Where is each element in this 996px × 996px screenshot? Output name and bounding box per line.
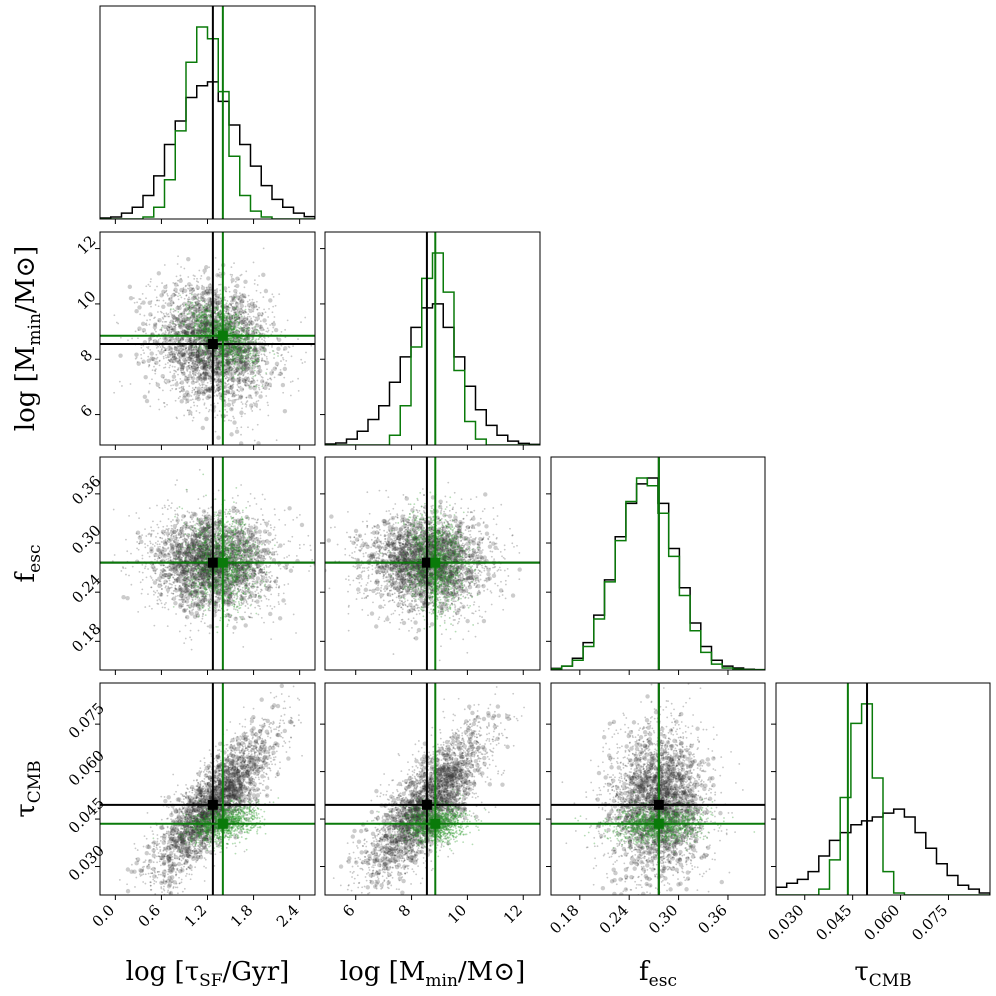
xlabel-tau_cmb: τCMB: [854, 957, 911, 991]
frame-m_min-m_min: [324, 231, 541, 446]
panel-tau_sf-f_esc: 0.18 0.24 0.30 0.36: [68, 456, 316, 675]
xtick-label-tau_cmb-3: 0.075: [908, 901, 951, 944]
ytick-label-m_min-3: 12: [73, 232, 99, 258]
hist-green-tau_sf: [100, 26, 315, 219]
truth-marker-green-f_esc-tau_cmb: [653, 818, 664, 829]
ylabel-tau_cmb: τCMB: [11, 760, 45, 817]
xtick-label-tau_sf-2: 1.2: [181, 901, 211, 931]
xtick-label-tau_cmb-0: 0.030: [764, 901, 807, 944]
panel-f_esc-f_esc: [546, 456, 766, 675]
ylabel-m_min-sub: min: [25, 313, 45, 346]
truth-marker-green-m_min-tau_cmb: [430, 818, 441, 829]
xtick-label-tau_sf-4: 2.4: [273, 901, 303, 931]
frame-f_esc-tau_cmb: [550, 682, 766, 896]
xtick-label-tau_sf-0: 0.0: [89, 901, 119, 931]
xtick-label-tau_sf-1: 0.6: [135, 901, 165, 931]
truth-marker-black-tau_sf-m_min: [207, 339, 218, 350]
xlabel-tau_sf-tail: /Gyr]: [223, 957, 290, 987]
ylabel-f_esc: fesc: [11, 545, 45, 583]
xlabel-m_min-tail: /M⊙]: [458, 957, 525, 987]
xlabel-f_esc-main: f: [639, 957, 651, 987]
xlabel-m_min: log [Mmin/M⊙]: [340, 957, 525, 991]
hist-black-tau_sf: [100, 81, 315, 219]
panel-tau_cmb-tau_cmb: 0.030 0.045 0.060 0.075: [764, 682, 991, 944]
hist-black-m_min: [325, 303, 540, 445]
xlabel-m_min-main: log [M: [340, 957, 426, 987]
hist-green-m_min: [325, 252, 540, 445]
panel-tau_sf-m_min: 6 8 10 12: [73, 231, 316, 450]
xtick-label-m_min-1: 8: [395, 901, 414, 920]
xlabel-tau_cmb-main: τ: [854, 957, 868, 987]
xtick-label-tau_cmb-1: 0.045: [812, 901, 855, 944]
xtick-label-f_esc-3: 0.36: [694, 901, 730, 937]
ytick-label-tau_cmb-1: 0.045: [65, 794, 108, 837]
frame-tau_cmb-tau_cmb: [775, 682, 991, 896]
xlabel-tau_sf-sub: SF: [199, 971, 223, 991]
xtick-label-m_min-0: 6: [339, 901, 358, 920]
panel-m_min-m_min: [320, 231, 541, 450]
xlabel-f_esc: fesc: [639, 957, 677, 991]
ytick-label-m_min-1: 8: [77, 346, 96, 365]
xlabel-f_esc-sub: esc: [649, 971, 677, 991]
panel-f_esc-tau_cmb: 0.18 0.24 0.30 0.36: [546, 682, 766, 937]
xlabel-tau_cmb-sub: CMB: [869, 971, 912, 991]
xtick-label-f_esc-0: 0.18: [546, 901, 582, 937]
frame-m_min-tau_cmb: [324, 682, 541, 896]
ylabel-f_esc-sub: esc: [25, 545, 45, 573]
truth-marker-black-f_esc-tau_cmb: [653, 799, 664, 810]
scatter-green-tau_sf-m_min: [160, 293, 279, 388]
xtick-label-f_esc-2: 0.30: [645, 901, 681, 937]
ytick-label-tau_cmb-3: 0.075: [65, 699, 108, 742]
truth-marker-black-tau_sf-f_esc: [207, 557, 218, 568]
xtick-label-m_min-3: 12: [500, 901, 526, 927]
ytick-label-f_esc-0: 0.18: [68, 620, 104, 656]
truth-marker-black-tau_sf-tau_cmb: [207, 799, 218, 810]
hist-green-tau_cmb: [776, 703, 990, 895]
ylabel-m_min: log [Mmin/M⊙]: [11, 246, 45, 431]
ytick-label-m_min-2: 10: [73, 287, 99, 313]
panel-m_min-tau_cmb: 6 8 10 12: [320, 682, 541, 927]
ytick-label-f_esc-2: 0.30: [68, 521, 104, 557]
ytick-label-tau_cmb-0: 0.030: [65, 841, 108, 884]
ylabel-tau_cmb-sub: CMB: [25, 760, 45, 803]
xtick-label-f_esc-1: 0.24: [596, 901, 632, 937]
truth-marker-green-tau_sf-m_min: [217, 330, 228, 341]
density-black-m_min-tau_cmb: [338, 704, 511, 895]
ylabel-m_min-main: log [M: [11, 346, 41, 432]
frame-f_esc-f_esc: [550, 456, 766, 671]
scatter-black-m_min-tau_cmb: [332, 686, 525, 895]
ylabel-f_esc-main: f: [11, 570, 41, 582]
xlabel-tau_sf-main: log [τ: [126, 957, 199, 987]
truth-marker-green-tau_sf-f_esc: [217, 557, 228, 568]
scatter-black-tau_sf-m_min: [113, 247, 313, 442]
ytick-label-f_esc-3: 0.36: [68, 472, 104, 508]
xtick-label-tau_sf-3: 1.8: [227, 901, 257, 931]
xlabel-tau_sf: log [τSF/Gyr]: [126, 957, 290, 991]
truth-marker-green-m_min-f_esc: [430, 557, 441, 568]
truth-marker-green-tau_sf-tau_cmb: [217, 818, 228, 829]
xtick-label-m_min-2: 10: [444, 901, 470, 927]
truth-marker-black-m_min-tau_cmb: [421, 799, 432, 810]
ytick-label-m_min-0: 6: [77, 401, 96, 420]
ylabel-m_min-tail: /M⊙]: [11, 246, 41, 313]
ylabel-tau_cmb-main: τ: [11, 803, 41, 817]
xtick-label-tau_cmb-2: 0.060: [860, 901, 903, 944]
xlabel-m_min-sub: min: [425, 971, 458, 991]
panel-m_min-f_esc: [320, 456, 541, 675]
frame-m_min-f_esc: [324, 456, 541, 671]
panel-tau_sf-tau_sf: [99, 5, 316, 224]
truth-marker-black-m_min-f_esc: [421, 557, 432, 568]
ytick-label-tau_cmb-2: 0.060: [65, 747, 108, 790]
ytick-label-f_esc-1: 0.24: [68, 570, 104, 606]
density-black-m_min-f_esc: [325, 492, 522, 641]
